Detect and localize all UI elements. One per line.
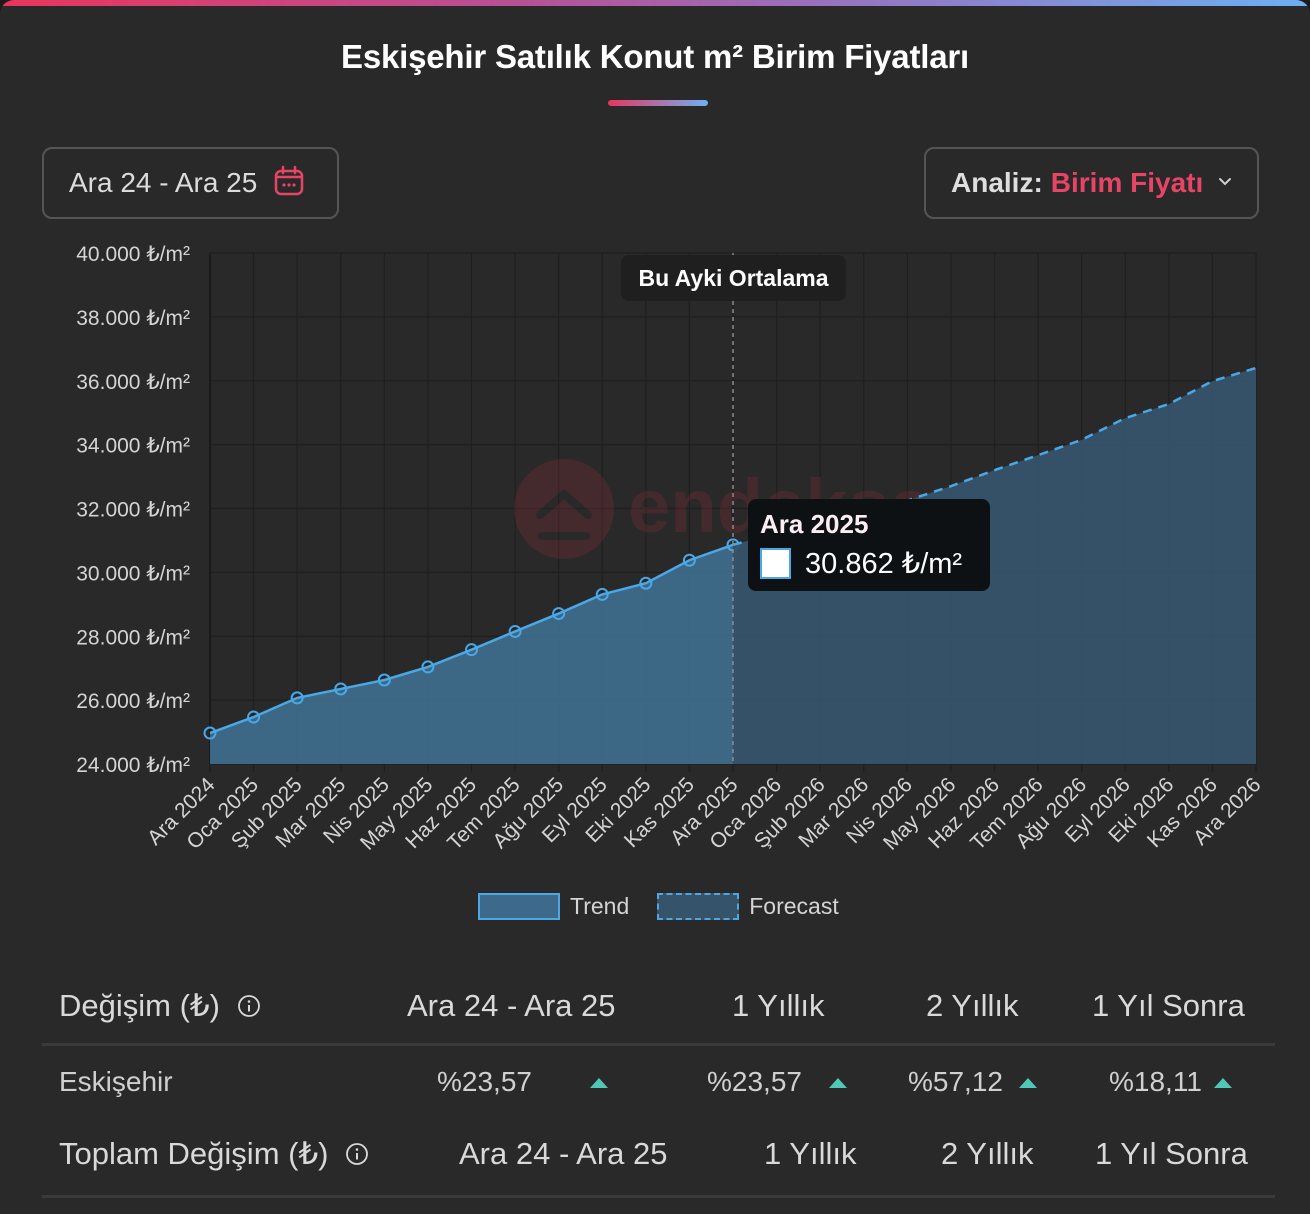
tooltip-title: Ara 2025 (760, 509, 869, 539)
change-section-title: Değişim (₺) (59, 988, 220, 1023)
total-change-section-title: Toplam Değişim (₺) (59, 1136, 329, 1171)
y-tick-label: 28.000 ₺/m² (76, 626, 190, 649)
table-row: Eskişehir %23,57 %23,57 %57,12 %18,11 (42, 1046, 1275, 1122)
price-chart: 24.000 ₺/m² 26.000 ₺/m² 28.000 ₺/m² 30.000 … (76, 243, 1265, 855)
column-header-2y: 2 Yıllık (941, 1136, 1034, 1171)
legend-trend-swatch[interactable] (478, 893, 560, 920)
value-2y: %57,12 (908, 1066, 1003, 1097)
y-tick-label: 26.000 ₺/m² (76, 690, 190, 713)
tooltip-color-swatch (760, 548, 791, 579)
column-header-1y-later: 1 Yıl Sonra (1092, 988, 1245, 1023)
column-header-1y-later: 1 Yıl Sonra (1095, 1136, 1248, 1171)
forecast-area (733, 367, 1256, 764)
info-icon[interactable] (237, 990, 261, 1026)
y-tick-label: 32.000 ₺/m² (76, 499, 190, 522)
y-tick-label: 34.000 ₺/m² (76, 435, 190, 458)
y-tick-label: 40.000 ₺/m² (76, 243, 190, 266)
column-header-1y: 1 Yıllık (732, 988, 825, 1023)
calendar-icon (273, 165, 305, 202)
change-table-header: Değişim (₺) Ara 24 - Ara 25 1 Yıllık 2 Y… (42, 970, 1275, 1046)
value-1y-later: %18,11 (1109, 1066, 1202, 1097)
data-point[interactable] (682, 553, 696, 567)
up-arrow-icon (1019, 1078, 1037, 1088)
tooltip-value: 30.862 ₺/m² (805, 548, 963, 580)
current-month-average-label: Bu Ayki Ortalama (621, 255, 846, 301)
legend-forecast-swatch[interactable] (657, 893, 740, 920)
data-point[interactable] (377, 673, 391, 687)
analysis-value: Birim Fiyatı (1050, 167, 1204, 198)
data-point[interactable] (334, 682, 348, 696)
legend-forecast-label[interactable]: Forecast (749, 893, 839, 919)
data-point[interactable] (595, 587, 609, 601)
page-title: Eskişehir Satılık Konut m² Birim Fiyatla… (341, 38, 969, 75)
up-arrow-icon (1214, 1078, 1232, 1088)
data-point[interactable] (290, 691, 304, 705)
data-point[interactable] (421, 660, 435, 674)
y-tick-label: 30.000 ₺/m² (76, 562, 190, 585)
data-point[interactable] (203, 726, 217, 740)
row-label: Eskişehir (59, 1066, 173, 1097)
chevron-down-icon (1217, 174, 1233, 192)
trend-line (209, 543, 734, 735)
data-tooltip: Ara 2025 30.862 ₺/m² (748, 499, 990, 591)
y-tick-label: 24.000 ₺/m² (76, 754, 190, 777)
value-1y: %23,57 (707, 1066, 802, 1097)
chart-legend: Trend Forecast (478, 893, 839, 920)
value-range: %23,57 (437, 1066, 532, 1097)
data-point[interactable] (247, 710, 261, 724)
data-point[interactable] (552, 607, 566, 621)
data-point[interactable] (465, 643, 478, 657)
legend-trend-label[interactable]: Trend (570, 893, 630, 919)
date-range-button[interactable]: Ara 24 - Ara 25 (42, 147, 339, 219)
analysis-label: Analiz: (951, 167, 1043, 198)
info-icon[interactable] (345, 1138, 369, 1174)
title-underline (608, 100, 708, 106)
column-header-range: Ara 24 - Ara 25 (459, 1136, 668, 1171)
analysis-dropdown[interactable]: Analiz: Birim Fiyatı (924, 147, 1259, 219)
date-range-label: Ara 24 - Ara 25 (69, 167, 258, 198)
column-header-1y: 1 Yıllık (764, 1136, 857, 1171)
data-point[interactable] (639, 576, 653, 590)
up-arrow-icon (590, 1078, 608, 1088)
gradient-top-bar (0, 0, 1310, 6)
total-change-table-header: Toplam Değişim (₺) Ara 24 - Ara 25 1 Yıl… (42, 1122, 1275, 1198)
y-tick-label: 38.000 ₺/m² (76, 307, 190, 330)
forecast-line (732, 366, 1257, 547)
up-arrow-icon (829, 1078, 847, 1088)
column-header-range: Ara 24 - Ara 25 (407, 988, 616, 1023)
change-table: Değişim (₺) Ara 24 - Ara 25 1 Yıllık 2 Y… (42, 970, 1275, 1198)
data-point[interactable] (508, 624, 522, 638)
column-header-2y: 2 Yıllık (926, 988, 1019, 1023)
y-tick-label: 36.000 ₺/m² (76, 371, 190, 394)
